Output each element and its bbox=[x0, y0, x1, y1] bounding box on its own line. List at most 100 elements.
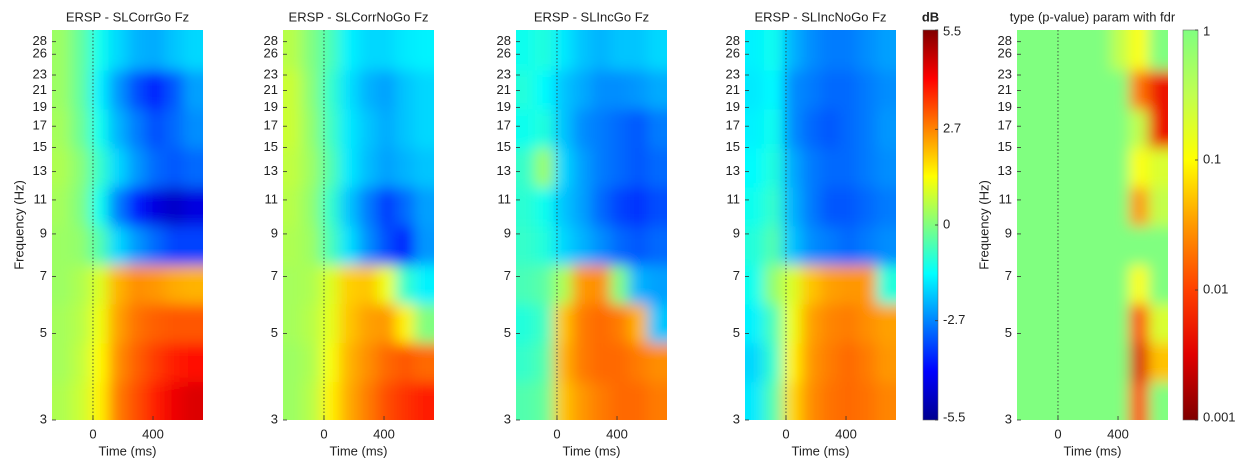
heatmap-cell bbox=[164, 186, 184, 227]
heatmap-cell bbox=[763, 108, 784, 149]
heatmap-cells bbox=[283, 30, 434, 420]
heatmap-cell bbox=[145, 30, 166, 71]
heatmap-cell bbox=[52, 69, 72, 110]
heatmap-cell bbox=[1110, 381, 1131, 420]
heatmap-cell bbox=[534, 108, 555, 149]
heatmap-cell bbox=[1092, 108, 1112, 149]
heatmap-cell bbox=[108, 69, 128, 110]
heatmap-cell bbox=[108, 147, 128, 188]
heatmap-cell bbox=[820, 381, 840, 420]
heatmap-cell bbox=[89, 108, 109, 149]
y-tick-label: 9 bbox=[504, 225, 511, 240]
heatmap-cell bbox=[127, 225, 147, 266]
heatmap-cell bbox=[108, 30, 128, 71]
heatmap-cell bbox=[1054, 303, 1074, 344]
heatmap-cell bbox=[1035, 225, 1056, 266]
y-tick-label: 21 bbox=[33, 82, 47, 97]
heatmap-cell bbox=[301, 108, 322, 149]
heatmap-cell bbox=[301, 264, 322, 305]
heatmap-cell bbox=[609, 147, 630, 188]
heatmap-cell bbox=[516, 264, 536, 305]
heatmap-cell bbox=[1092, 186, 1112, 227]
y-tick-label: 21 bbox=[726, 82, 740, 97]
heatmap-cell bbox=[801, 69, 821, 110]
heatmap-cell bbox=[782, 303, 802, 344]
y-tick-label: 13 bbox=[33, 163, 47, 178]
heatmap-cell bbox=[516, 225, 536, 266]
heatmap-cell bbox=[414, 186, 434, 227]
heatmap-cell bbox=[395, 69, 415, 110]
heatmap-cell bbox=[628, 69, 648, 110]
x-tick-label: 0 bbox=[553, 426, 560, 441]
heatmap-cell bbox=[820, 225, 840, 266]
heatmap-cell bbox=[108, 186, 128, 227]
heatmap-cell bbox=[763, 147, 784, 188]
heatmap-cell bbox=[609, 108, 630, 149]
colorbar-tick-label: 2.7 bbox=[943, 121, 961, 136]
heatmap-cell bbox=[376, 264, 397, 305]
heatmap-cell bbox=[52, 108, 72, 149]
heatmap-cell bbox=[534, 225, 555, 266]
y-tick-label: 5 bbox=[40, 325, 47, 340]
heatmap-cell bbox=[647, 30, 667, 71]
heatmap-cell bbox=[516, 108, 536, 149]
heatmap-cell bbox=[358, 108, 378, 149]
heatmap-cell bbox=[283, 264, 303, 305]
heatmap-cell bbox=[820, 147, 840, 188]
heatmap-cell bbox=[283, 69, 303, 110]
heatmap-cell bbox=[127, 303, 147, 344]
y-tick-label: 26 bbox=[497, 46, 511, 61]
heatmap-cell bbox=[628, 186, 648, 227]
heatmap-cell bbox=[108, 225, 128, 266]
heatmap-cell bbox=[820, 186, 840, 227]
heatmap-cell bbox=[1129, 69, 1149, 110]
heatmap-cell bbox=[108, 108, 128, 149]
heatmap-cell bbox=[572, 147, 592, 188]
heatmap-cell bbox=[358, 225, 378, 266]
heatmap-cell bbox=[857, 69, 877, 110]
heatmap-cell bbox=[553, 30, 573, 71]
heatmap-cell bbox=[358, 342, 378, 383]
y-tick-label: 11 bbox=[727, 191, 741, 206]
heatmap-cell bbox=[164, 30, 184, 71]
heatmap-cell bbox=[89, 30, 109, 71]
y-tick-label: 7 bbox=[733, 268, 740, 283]
x-tick-label: 0 bbox=[89, 426, 96, 441]
heatmap-cell bbox=[763, 186, 784, 227]
heatmap-cell bbox=[1017, 186, 1037, 227]
heatmap-cell bbox=[534, 147, 555, 188]
heatmap-cell bbox=[609, 186, 630, 227]
heatmap-cell bbox=[339, 108, 359, 149]
heatmap-cell bbox=[782, 108, 802, 149]
panel-title: ERSP - SLIncNoGo Fz bbox=[755, 9, 887, 24]
heatmap-cell bbox=[1017, 147, 1037, 188]
heatmap-cell bbox=[553, 69, 573, 110]
heatmap-cell bbox=[70, 264, 91, 305]
heatmap-cell bbox=[876, 264, 896, 305]
heatmap-cell bbox=[1110, 264, 1131, 305]
heatmap-cell bbox=[339, 342, 359, 383]
heatmap-cell bbox=[609, 69, 630, 110]
heatmap-cells bbox=[1017, 30, 1168, 420]
y-tick-label: 11 bbox=[265, 191, 279, 206]
heatmap-cell bbox=[838, 381, 859, 420]
x-tick-label: 0 bbox=[320, 426, 327, 441]
heatmap-cell bbox=[838, 30, 859, 71]
heatmap-cell bbox=[1148, 30, 1168, 71]
heatmap-cell bbox=[183, 147, 203, 188]
heatmap-cell bbox=[763, 381, 784, 420]
heatmap-cell bbox=[763, 264, 784, 305]
y-tick-label: 11 bbox=[34, 191, 48, 206]
heatmap-cell bbox=[339, 381, 359, 420]
heatmap-cell bbox=[70, 342, 91, 383]
heatmap-cell bbox=[164, 342, 184, 383]
heatmap-cell bbox=[1017, 342, 1037, 383]
heatmap-cell bbox=[745, 108, 765, 149]
heatmap-cells bbox=[52, 30, 203, 420]
heatmap-cell bbox=[183, 342, 203, 383]
y-tick-label: 5 bbox=[504, 325, 511, 340]
heatmap-cell bbox=[801, 30, 821, 71]
heatmap-cell bbox=[553, 381, 573, 420]
x-tick-label: 400 bbox=[1107, 426, 1129, 441]
heatmap-cell bbox=[376, 225, 397, 266]
